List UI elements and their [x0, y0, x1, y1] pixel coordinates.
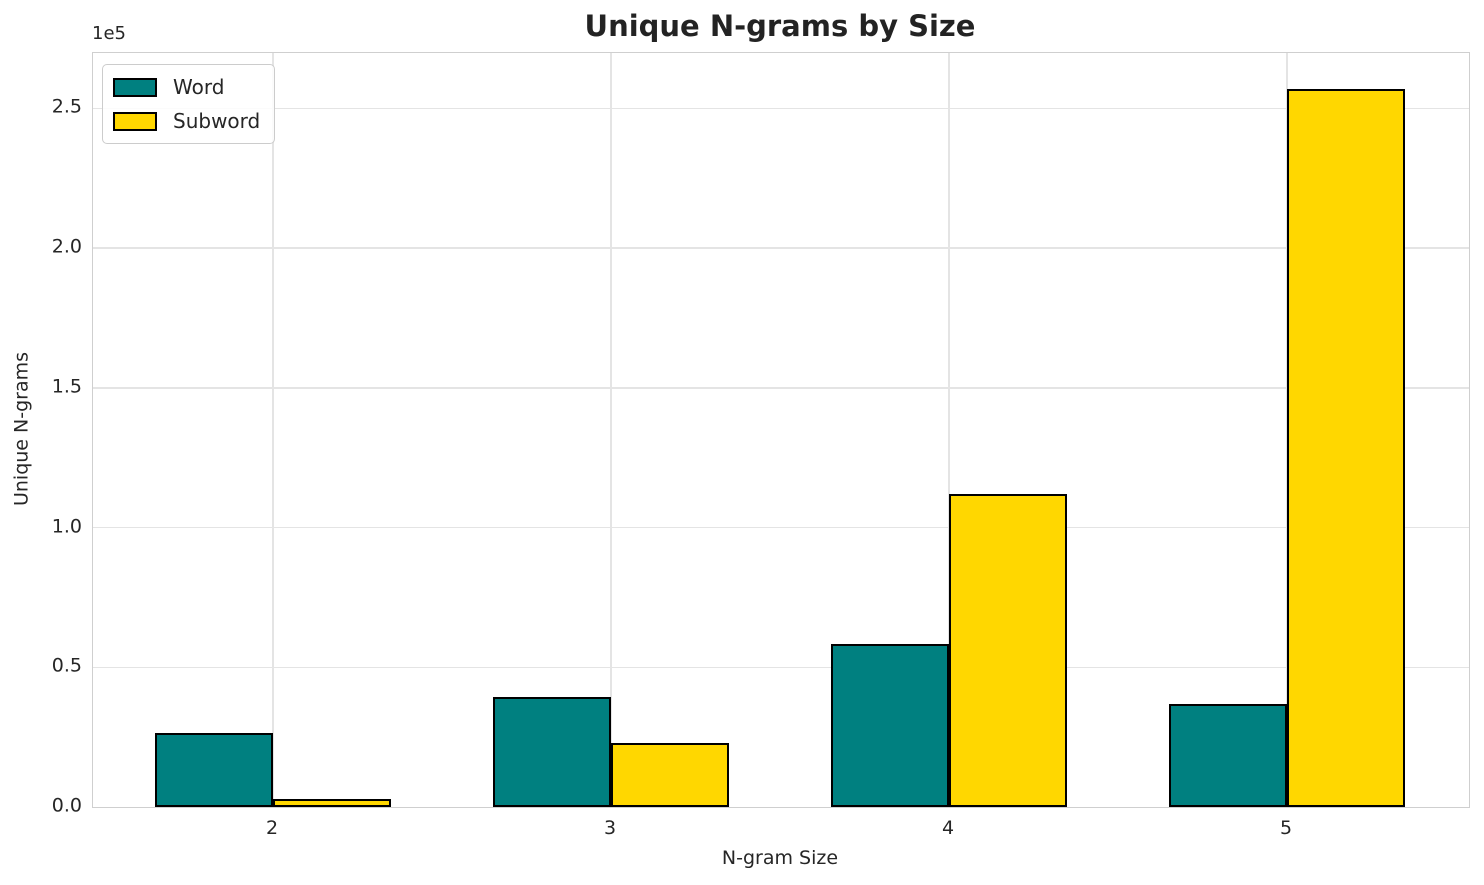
bar-word-4	[831, 643, 949, 807]
legend-item: Word	[113, 75, 260, 99]
gridline-v	[272, 53, 274, 807]
bar-subword-2	[273, 798, 391, 807]
y-tick-label: 0.5	[51, 654, 82, 677]
legend-swatch	[113, 77, 157, 97]
x-tick-label: 3	[603, 817, 617, 839]
gridline-v	[610, 53, 612, 807]
x-axis-label: N-gram Size	[721, 847, 839, 869]
y-tick-label: 1.5	[51, 375, 82, 398]
y-axis-offset-label: 1e5	[92, 23, 126, 44]
bar-word-2	[155, 732, 273, 807]
plot-area: Word Subword	[92, 52, 1470, 808]
bar-word-5	[1169, 703, 1287, 807]
legend-label: Word	[173, 75, 225, 99]
legend-item: Subword	[113, 109, 260, 133]
x-tick-label: 5	[1279, 817, 1293, 839]
gridline-h	[93, 107, 1469, 110]
bar-subword-3	[611, 742, 729, 807]
gridline-h	[93, 526, 1469, 529]
gridline-v	[948, 53, 950, 807]
gridline-h	[93, 387, 1469, 389]
legend: Word Subword	[102, 64, 276, 144]
bar-word-3	[493, 696, 611, 807]
gridline-h	[93, 666, 1469, 669]
legend-label: Subword	[173, 109, 261, 133]
x-tick-label: 4	[941, 817, 955, 839]
y-tick-label: 2.0	[51, 235, 82, 258]
y-tick-label: 2.5	[51, 95, 82, 118]
y-tick-label: 0.0	[51, 794, 82, 817]
y-tick-label: 1.0	[51, 515, 82, 538]
x-tick-label: 2	[265, 817, 279, 839]
chart-title: Unique N-grams by Size	[584, 9, 976, 43]
y-axis-label: Unique N-grams	[10, 351, 33, 507]
bar-subword-4	[949, 494, 1067, 807]
gridline-h	[93, 247, 1469, 249]
bar-subword-5	[1287, 88, 1405, 807]
legend-swatch	[113, 111, 157, 131]
